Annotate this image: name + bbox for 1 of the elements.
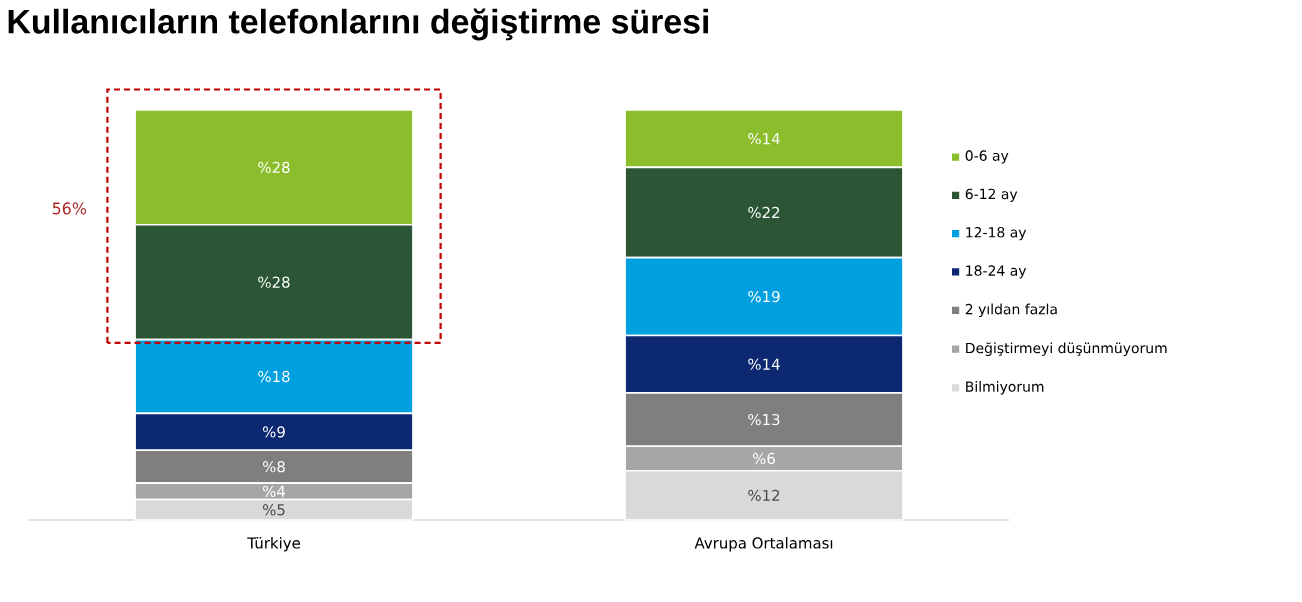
chart-title: Kullanıcıların telefonlarını değiştirme süresi bbox=[8, 8, 709, 41]
